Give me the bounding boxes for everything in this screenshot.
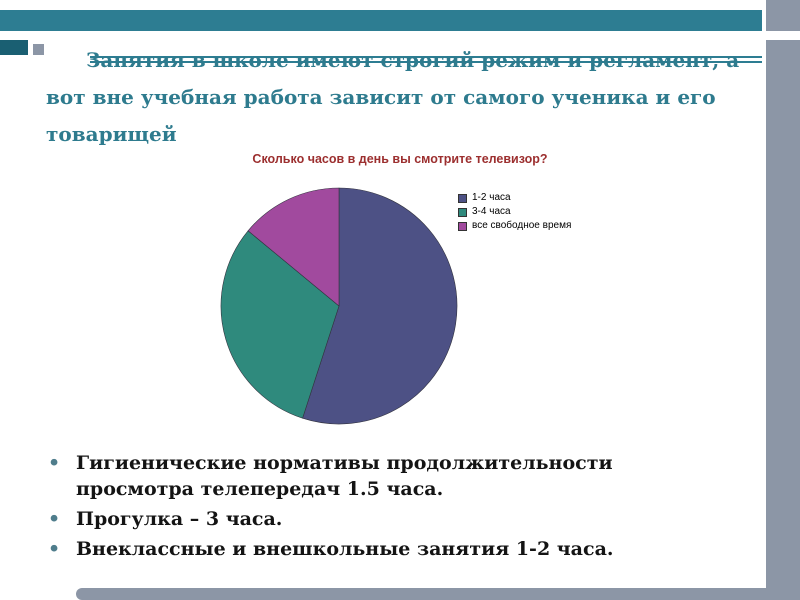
bullet-marker-icon: • xyxy=(48,452,61,474)
bullet-item-2: • Прогулка – 3 часа. xyxy=(48,506,748,532)
top-left-accent-square xyxy=(33,44,44,55)
slide-title-line-1: Занятия в школе имеют строгий режим и ре… xyxy=(86,48,740,72)
right-sidebar-notch xyxy=(766,31,800,40)
slide-title-line-3: товарищей xyxy=(46,122,177,146)
bullet-text-1: Гигиенические нормативы продолжительност… xyxy=(76,452,613,500)
pie-chart xyxy=(220,187,458,425)
legend-label-1: 1-2 часа xyxy=(472,192,511,203)
bullet-text-2: Прогулка – 3 часа. xyxy=(76,508,283,530)
legend-swatch-3 xyxy=(458,221,467,231)
legend-item-3: все свободное время xyxy=(458,220,571,232)
legend-swatch-2 xyxy=(458,207,467,217)
horizontal-rule-bottom xyxy=(90,61,762,63)
legend-item-1: 1-2 часа xyxy=(458,192,571,204)
pie-slice-3 xyxy=(247,187,340,307)
chart-legend: 1-2 часа 3-4 часа все свободное время xyxy=(458,192,571,232)
bullet-marker-icon: • xyxy=(48,538,61,560)
top-left-accent-block xyxy=(0,40,28,55)
legend-swatch-1 xyxy=(458,193,467,203)
bullet-item-3: • Внеклассные и внешкольные занятия 1-2 ч… xyxy=(48,536,748,562)
bullet-marker-icon: • xyxy=(48,508,61,530)
pie-slice-2 xyxy=(220,230,340,419)
pie-slice-1 xyxy=(302,187,458,425)
legend-item-2: 3-4 часа xyxy=(458,206,571,218)
slide-title: Занятия в школе имеют строгий режим и ре… xyxy=(46,42,770,153)
legend-label-2: 3-4 часа xyxy=(472,206,511,217)
top-accent-bar xyxy=(0,10,762,31)
bottom-bar-decoration xyxy=(76,588,800,600)
chart-title: Сколько часов в день вы смотрите телевиз… xyxy=(252,152,548,166)
pie-chart-area xyxy=(219,186,459,426)
horizontal-rule-top xyxy=(90,56,762,58)
bullet-list: • Гигиенические нормативы продолжительнос… xyxy=(48,450,748,566)
bullet-text-3: Внеклассные и внешкольные занятия 1-2 ча… xyxy=(76,538,614,560)
bullet-item-1: • Гигиенические нормативы продолжительнос… xyxy=(48,450,748,502)
right-sidebar-decoration xyxy=(766,0,800,600)
legend-label-3: все свободное время xyxy=(472,220,572,231)
slide-title-line-2: вот вне учебная работа зависит от самого… xyxy=(46,85,716,109)
